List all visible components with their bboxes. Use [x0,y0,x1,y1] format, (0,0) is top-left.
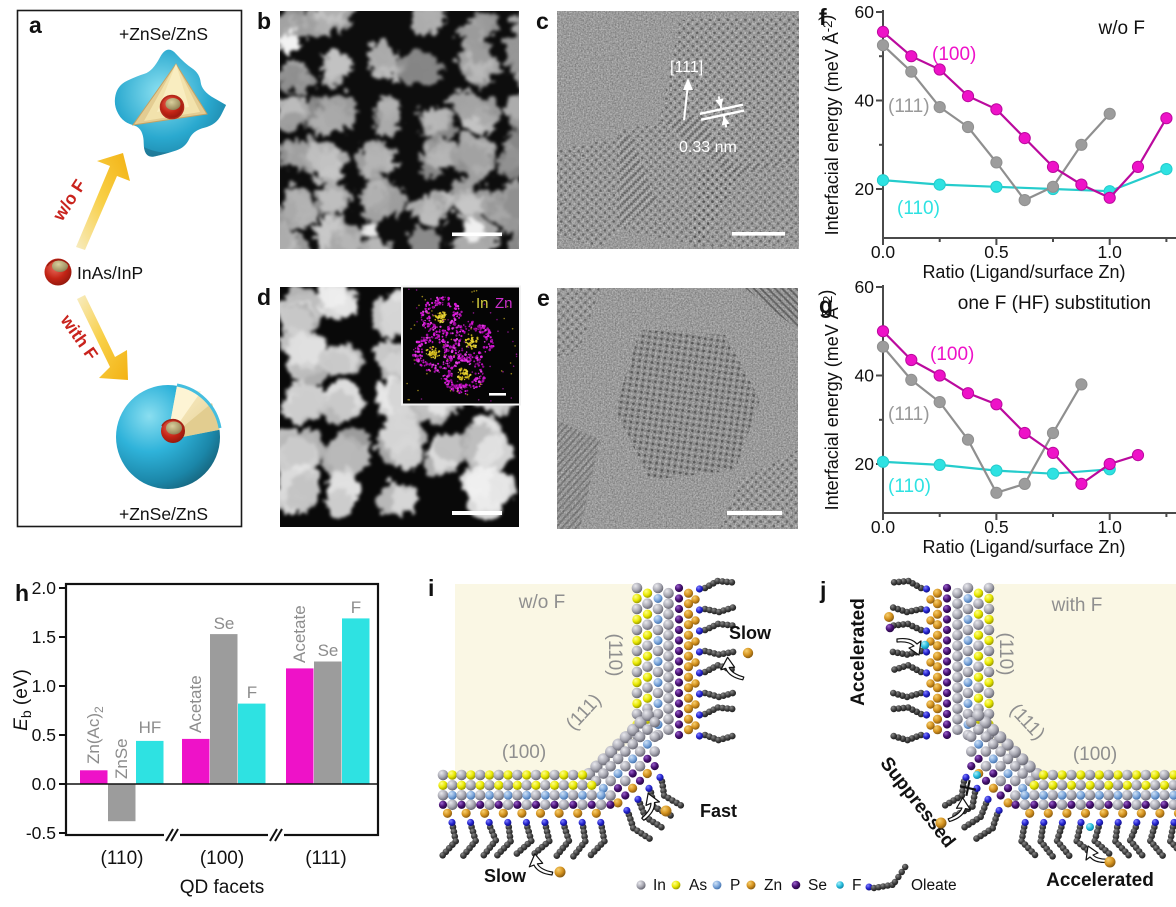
svg-text:(111): (111) [888,96,930,117]
svg-text:(100): (100) [502,742,546,763]
svg-text:In: In [653,877,666,894]
svg-text:1.5: 1.5 [32,627,56,647]
svg-text:Oleate: Oleate [911,877,957,894]
svg-text:0.0: 0.0 [871,242,896,262]
svg-text:0.0: 0.0 [871,517,896,537]
svg-text:w/o F: w/o F [1098,18,1145,39]
svg-text:InAs/InP: InAs/InP [77,263,143,283]
svg-text:0.5: 0.5 [32,725,56,745]
svg-text:h: h [15,580,29,606]
svg-text:+ZnSe/ZnS: +ZnSe/ZnS [119,504,208,524]
svg-text:Zn: Zn [495,295,513,312]
svg-text:ZnSe: ZnSe [112,738,131,779]
svg-text:60: 60 [855,2,875,22]
svg-text:P: P [730,877,740,894]
svg-text:Se: Se [214,614,235,633]
svg-text:e: e [537,285,550,311]
svg-text:w/o F: w/o F [518,592,565,613]
svg-text:[111]: [111] [670,59,703,76]
svg-text:Zn(Ac)2: Zn(Ac)2 [84,706,106,764]
svg-text:0.0: 0.0 [32,774,57,794]
svg-text:i: i [428,575,434,601]
svg-text:F: F [852,877,861,894]
svg-text:QD facets: QD facets [180,877,264,898]
svg-text:40: 40 [855,91,875,111]
svg-text:-0.5: -0.5 [26,823,56,843]
svg-text:+ZnSe/ZnS: +ZnSe/ZnS [119,24,208,44]
svg-text:Ratio (Ligand/surface Zn): Ratio (Ligand/surface Zn) [922,537,1125,557]
svg-text:40: 40 [855,366,875,386]
svg-text:1.0: 1.0 [1098,517,1123,537]
svg-text:j: j [819,577,826,603]
svg-text:Ratio (Ligand/surface Zn): Ratio (Ligand/surface Zn) [922,262,1125,282]
svg-text:0.33 nm: 0.33 nm [679,139,737,156]
svg-text:Acetate: Acetate [290,605,309,663]
svg-text:60: 60 [855,277,875,297]
svg-text:Se: Se [808,877,827,894]
svg-text:b: b [257,8,271,34]
svg-text:g: g [819,292,833,318]
svg-text:As: As [689,877,707,894]
svg-text:(100): (100) [930,344,974,365]
svg-text:(111): (111) [305,848,347,869]
svg-text:(110): (110) [101,848,144,869]
svg-text:(110): (110) [888,476,931,497]
svg-text:Zn: Zn [764,877,782,894]
svg-text:Accelerated: Accelerated [848,598,869,706]
svg-text:one F (HF) substitution: one F (HF) substitution [958,293,1151,314]
svg-text:Slow: Slow [729,623,772,643]
svg-text:with F: with F [1051,595,1103,616]
svg-text:d: d [257,284,271,310]
svg-text:(110): (110) [897,198,940,219]
svg-text:(100): (100) [200,848,244,869]
svg-text:a: a [29,12,42,38]
svg-text:Fast: Fast [700,801,737,821]
svg-text:Acetate: Acetate [186,675,205,733]
svg-text:Se: Se [318,641,339,660]
svg-text:F: F [247,683,257,702]
svg-text:(110): (110) [995,633,1016,676]
svg-text:Eb (eV): Eb (eV) [11,669,34,731]
svg-text:f: f [819,4,827,30]
svg-text:Accelerated: Accelerated [1046,870,1154,891]
svg-text:In: In [476,295,489,312]
svg-text:Slow: Slow [484,866,527,886]
svg-text:1.0: 1.0 [32,676,57,696]
svg-text:(111): (111) [888,404,930,425]
svg-text:0.5: 0.5 [984,242,1008,262]
svg-text:0.5: 0.5 [984,517,1008,537]
svg-text:HF: HF [139,718,162,737]
svg-text:2.0: 2.0 [32,578,57,598]
svg-text:(110): (110) [604,634,625,677]
svg-text:20: 20 [855,454,875,474]
svg-text:F: F [351,598,361,617]
svg-text:20: 20 [855,179,875,199]
svg-text:(100): (100) [1073,744,1117,765]
svg-text:(100): (100) [932,44,976,65]
svg-text:1.0: 1.0 [1098,242,1123,262]
svg-text:c: c [536,8,549,34]
